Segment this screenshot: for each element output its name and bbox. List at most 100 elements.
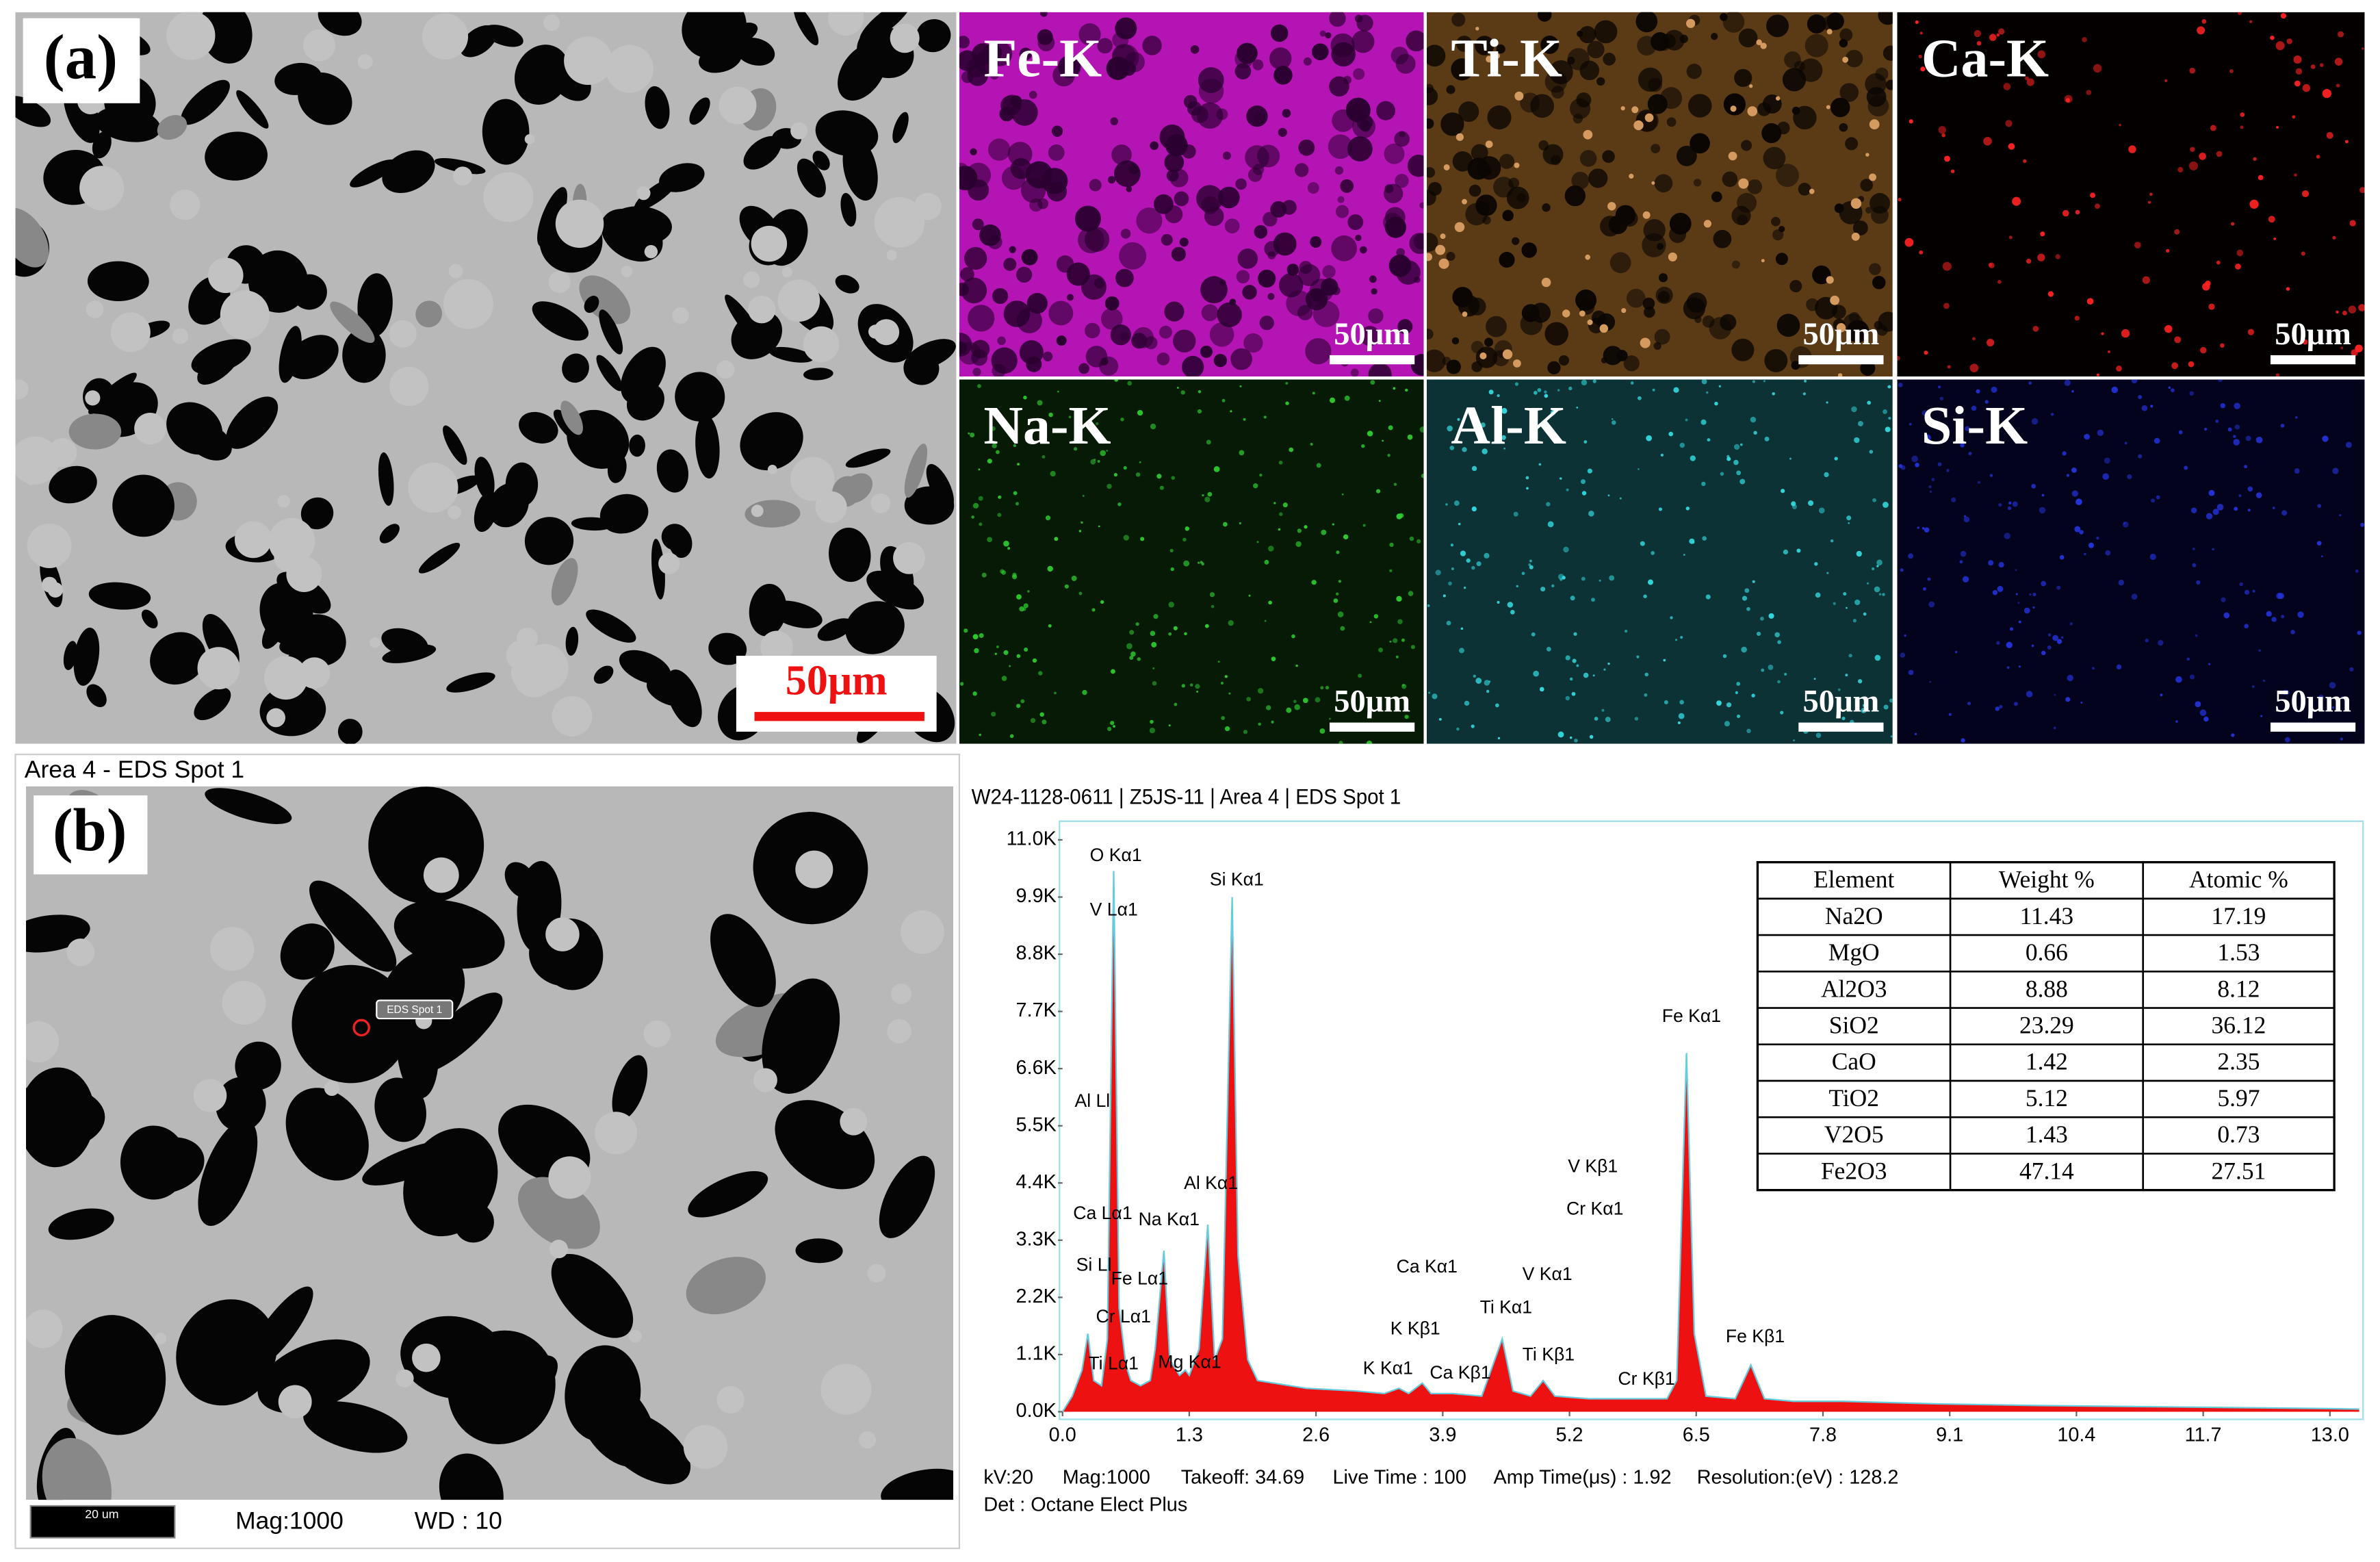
map-speck xyxy=(1851,406,1857,413)
table-cell: Fe2O3 xyxy=(1821,1157,1887,1184)
footer-item: Mag:1000 xyxy=(1063,1467,1150,1489)
peak-label: Na Kα1 xyxy=(1139,1209,1200,1229)
map-speck xyxy=(1330,397,1336,403)
map-speck xyxy=(1863,704,1866,708)
grain xyxy=(448,264,463,279)
map-speck xyxy=(1399,513,1404,518)
map-speck xyxy=(1401,638,1405,642)
map-speck xyxy=(2008,235,2013,240)
map-speck xyxy=(2189,674,2195,680)
map-speck xyxy=(995,450,1000,454)
map-speck xyxy=(1919,250,1924,255)
map-speck xyxy=(1475,678,1482,684)
pore xyxy=(247,1286,313,1370)
map-speck xyxy=(2286,38,2292,44)
map-speck xyxy=(1152,667,1155,669)
map-speck xyxy=(2275,41,2285,51)
map-speck xyxy=(2128,145,2136,153)
map-speck xyxy=(1571,172,1590,190)
map-speck xyxy=(1839,28,1853,42)
map-speck xyxy=(2075,209,2080,215)
map-speck xyxy=(1316,463,1321,468)
map-speck xyxy=(1009,246,1016,253)
map-speck xyxy=(2029,593,2032,596)
pore xyxy=(194,687,231,721)
map-speck xyxy=(1207,491,1213,497)
map-speck xyxy=(1048,300,1074,326)
map-speck xyxy=(1486,316,1507,337)
map-speck xyxy=(1337,611,1344,617)
map-speck xyxy=(1640,337,1651,348)
map-speck xyxy=(961,277,987,304)
pore xyxy=(216,1077,266,1132)
map-speck xyxy=(1161,233,1173,246)
map-speck xyxy=(1685,507,1690,511)
map-speck xyxy=(968,305,995,332)
map-speck xyxy=(1389,542,1394,548)
pore xyxy=(731,310,782,359)
map-speck xyxy=(1407,154,1424,177)
pore xyxy=(879,1155,935,1238)
map-speck xyxy=(1741,646,1747,653)
grain xyxy=(266,708,286,728)
map-speck xyxy=(2105,550,2111,556)
map-speck xyxy=(2235,264,2241,270)
map-speck xyxy=(1302,697,1308,704)
pore xyxy=(131,1137,205,1194)
map-speck xyxy=(2096,373,2099,376)
map-speck xyxy=(1805,34,1828,57)
map-speck xyxy=(966,58,986,78)
map-speck xyxy=(2208,663,2211,665)
map-speck xyxy=(2326,131,2333,139)
map-speck xyxy=(1501,435,1506,440)
map-speck xyxy=(1135,622,1139,626)
element-map xyxy=(1897,379,2365,744)
map-speck xyxy=(987,41,1013,66)
map-speck xyxy=(2127,474,2132,480)
table-cell: TiO2 xyxy=(1828,1084,1879,1112)
x-tick-label: 2.6 xyxy=(1302,1424,1330,1446)
pore xyxy=(26,1067,95,1168)
map-speck xyxy=(1761,259,1765,263)
map-speck xyxy=(2186,657,2190,661)
map-speck xyxy=(2014,55,2018,60)
map-speck xyxy=(1777,680,1781,684)
map-speck xyxy=(1081,521,1083,524)
pore xyxy=(181,79,230,125)
map-speck xyxy=(1397,319,1413,335)
map-speck xyxy=(1731,260,1740,269)
map-speck xyxy=(1110,324,1132,346)
map-speck xyxy=(1100,450,1107,457)
map-speck xyxy=(1959,560,1963,564)
pore xyxy=(565,626,579,656)
panel-b-frame xyxy=(14,754,961,1550)
grain xyxy=(286,556,322,592)
map-speck xyxy=(1378,400,1381,402)
map-speck xyxy=(1904,238,1914,247)
map-speck xyxy=(1991,386,1997,393)
grain xyxy=(412,1343,441,1372)
map-speck xyxy=(1484,552,1490,559)
map-speck xyxy=(1560,477,1562,480)
map-speck xyxy=(1630,381,1634,385)
x-tick-label: 3.9 xyxy=(1429,1424,1456,1446)
map-speck xyxy=(1368,363,1392,376)
map-speck xyxy=(1635,12,1658,33)
map-speck xyxy=(987,459,992,464)
map-speck xyxy=(1129,630,1135,635)
map-speck xyxy=(2156,495,2160,500)
map-speck xyxy=(992,443,997,448)
map-speck xyxy=(1588,510,1594,517)
y-tick-label: 1.1K xyxy=(1016,1343,1057,1365)
map-speck xyxy=(979,733,982,737)
grain xyxy=(760,630,793,664)
map-speck xyxy=(2249,20,2253,23)
map-speck xyxy=(1971,405,1977,411)
x-tick-label: 0.0 xyxy=(1049,1424,1076,1446)
map-speck xyxy=(1297,528,1302,533)
map-speck xyxy=(1929,490,1932,493)
map-speck xyxy=(1113,725,1115,728)
grain xyxy=(790,457,835,501)
map-speck xyxy=(2359,187,2365,194)
pore xyxy=(94,106,161,142)
